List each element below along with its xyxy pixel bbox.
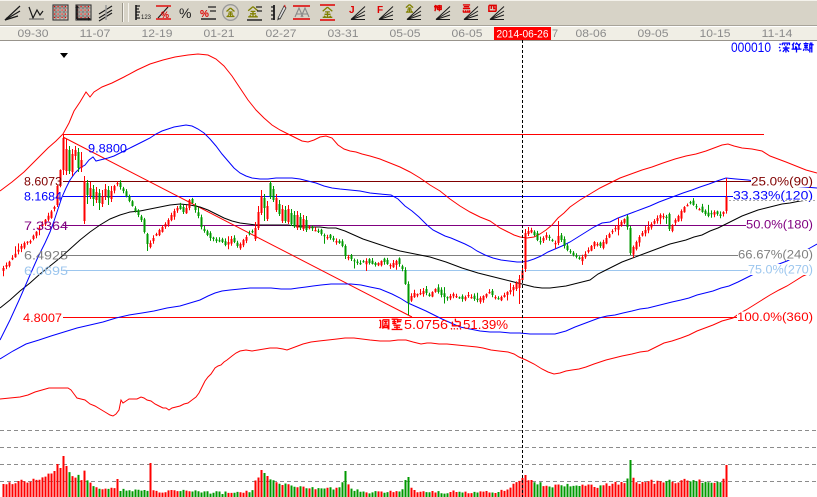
svg-text:7: 7 <box>552 28 558 40</box>
svg-text:03-31: 03-31 <box>328 28 359 40</box>
svg-text:123: 123 <box>141 15 152 21</box>
svg-text:F: F <box>377 5 383 16</box>
svg-text:51.39%: 51.39% <box>463 317 508 332</box>
svg-text:25.0%(90): 25.0%(90) <box>751 177 813 189</box>
svg-text:J: J <box>349 5 355 16</box>
svg-text:4.8007: 4.8007 <box>23 311 62 325</box>
svg-text:11-14: 11-14 <box>762 28 793 40</box>
svg-text:09-05: 09-05 <box>638 28 669 40</box>
svg-text:05-05: 05-05 <box>390 28 421 40</box>
svg-text:12-19: 12-19 <box>142 28 173 40</box>
svg-text:66.67%(240): 66.67%(240) <box>738 250 813 262</box>
svg-text:33.33%(120): 33.33%(120) <box>733 191 813 203</box>
svg-text:02-27: 02-27 <box>266 28 297 40</box>
svg-text:%: % <box>200 9 209 20</box>
svg-text:8.6073: 8.6073 <box>24 175 62 189</box>
svg-text:2014-06-26: 2014-06-26 <box>497 29 549 41</box>
svg-text:6.4925: 6.4925 <box>24 249 68 263</box>
svg-text:06-05: 06-05 <box>452 28 483 40</box>
svg-text:%: % <box>161 10 169 20</box>
svg-text:01-21: 01-21 <box>204 28 235 40</box>
svg-text:9.8800: 9.8800 <box>88 142 127 156</box>
svg-text:6.0695: 6.0695 <box>24 264 68 278</box>
svg-text:8.1684: 8.1684 <box>24 190 62 204</box>
svg-text:08-06: 08-06 <box>576 28 607 40</box>
svg-text:000010: 000010 <box>731 40 771 55</box>
svg-text:100.0%(360): 100.0%(360) <box>737 312 813 324</box>
svg-text:5.0756: 5.0756 <box>404 317 448 332</box>
svg-text:%: % <box>179 5 191 21</box>
svg-text:75.0%(270): 75.0%(270) <box>748 265 813 277</box>
svg-text:7.3364: 7.3364 <box>24 219 68 233</box>
svg-text:50.0%(180): 50.0%(180) <box>746 220 813 232</box>
svg-text:09-30: 09-30 <box>18 28 49 40</box>
svg-text:10-15: 10-15 <box>700 28 731 40</box>
svg-text:11-07: 11-07 <box>80 28 111 40</box>
